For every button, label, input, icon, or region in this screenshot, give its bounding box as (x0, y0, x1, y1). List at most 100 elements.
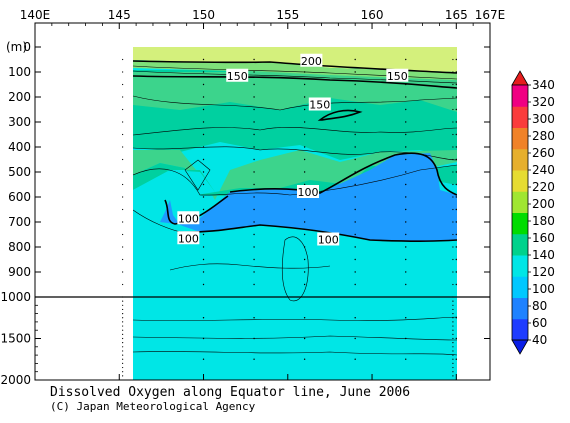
grid-dot (452, 337, 454, 340)
contour-lines (133, 60, 457, 356)
grid-dot (122, 183, 124, 186)
grid-dot (452, 366, 454, 369)
grid-dot (122, 317, 124, 319)
grid-dot (405, 171, 407, 173)
colorbar-label: 180 (532, 214, 555, 228)
grid-dot (122, 362, 124, 364)
grid-dot (303, 171, 306, 173)
grid-dot (405, 358, 407, 360)
grid-dot (452, 371, 454, 373)
contour-label-bg (386, 68, 409, 82)
x-tick-label: 140E (20, 8, 51, 22)
grid-dot (455, 96, 457, 98)
y-tick-label: 0 (23, 40, 31, 54)
y-tick-label: 800 (8, 240, 31, 254)
colorbar-frame (511, 84, 529, 341)
grid-dot (303, 108, 306, 111)
colorbar-label: 280 (532, 129, 555, 143)
grid-dot (122, 96, 124, 98)
grid-dot (452, 183, 454, 186)
contour-label: 150 (227, 70, 248, 83)
grid-dot (405, 233, 407, 236)
grid-dot (253, 221, 255, 223)
grid-dot (253, 337, 255, 340)
grid-dot (405, 196, 407, 198)
grid-dot (452, 121, 454, 123)
x-tick-label: 160 (361, 8, 384, 22)
grid-dot (405, 121, 407, 123)
contour-label-bg (177, 211, 200, 225)
grid-dot (354, 258, 356, 261)
grid-dot (253, 317, 255, 319)
grid-dot (122, 58, 124, 61)
colorbar-swatch (512, 170, 528, 192)
contour-140 (133, 95, 457, 111)
grid-dot (122, 171, 124, 173)
colorbar-label: 80 (532, 299, 547, 313)
grid-dot (354, 121, 356, 123)
contour-label: 100 (178, 212, 199, 225)
contour-150-loop (317, 109, 363, 121)
grid-dot (253, 233, 255, 236)
grid-dot (452, 329, 454, 331)
grid-dot (452, 304, 454, 306)
grid-dot (452, 325, 454, 327)
y-axis: 0 100 200 300 400 500 600 700 800 900 1000 1500 2000 (0, 40, 490, 387)
grid-dot (202, 337, 205, 340)
grid-dot (303, 221, 306, 223)
chart-credit: (C) Japan Meteorological Agency (50, 400, 256, 413)
contour-120a (133, 164, 457, 196)
contour-100-deep (133, 316, 457, 321)
grid-dot (354, 146, 356, 148)
grid-dot (122, 233, 124, 236)
x-tick-label: 150 (192, 8, 215, 22)
grid-dot (303, 337, 306, 340)
contour-label: 100 (318, 234, 339, 247)
grid-dot (202, 171, 205, 173)
grid-dot (202, 121, 205, 123)
grid-dot (253, 171, 255, 173)
grid-dot (303, 233, 306, 236)
grid-dot (303, 258, 306, 261)
grid-dot (122, 329, 124, 331)
grid-dot (452, 108, 454, 111)
grid-dot (303, 158, 306, 161)
y-tick-label: 900 (8, 265, 31, 279)
grid-dot (455, 208, 457, 211)
grid-dot (303, 271, 306, 273)
grid-dot (455, 146, 457, 148)
contour-150 (133, 75, 457, 89)
grid-dot (122, 313, 124, 315)
grid-dot (452, 258, 454, 261)
grid-dot (253, 83, 255, 86)
colorbar-above-arrow (511, 70, 529, 86)
grid-dot (452, 342, 454, 344)
grid-dot (405, 133, 407, 136)
grid-dot (452, 171, 454, 173)
colorbar-label: 240 (532, 163, 555, 177)
grid-dot (122, 133, 124, 136)
grid-dot (452, 375, 454, 377)
band-180-200 (133, 47, 457, 72)
grid-dot (354, 71, 356, 73)
grid-dot (452, 208, 454, 211)
grid-dot (455, 358, 457, 360)
grid-dot (303, 358, 306, 360)
grid-dot (122, 221, 124, 223)
grid-dot (405, 83, 407, 86)
colorbar-swatch (512, 233, 528, 256)
grid-dot (253, 58, 255, 61)
grid-dot (405, 183, 407, 186)
grid-dot (405, 58, 407, 61)
contour-label: 150 (387, 70, 408, 83)
grid-dot (354, 58, 356, 61)
grid-dot (202, 58, 205, 61)
grid-dot (455, 258, 457, 261)
grid-dot (354, 208, 356, 211)
grid-dot (253, 208, 255, 211)
colorbar-swatch (512, 212, 528, 235)
grid-dot (303, 71, 306, 73)
grid-dot (452, 333, 454, 335)
grid-dot (303, 317, 306, 319)
contour-label-bg (300, 53, 323, 67)
